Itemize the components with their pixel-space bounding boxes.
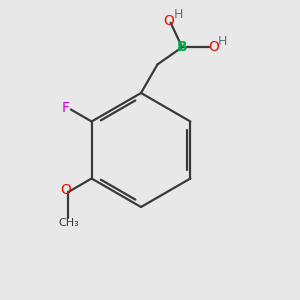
Text: O: O xyxy=(208,40,219,54)
Text: B: B xyxy=(177,40,188,54)
Text: O: O xyxy=(164,14,175,28)
Text: F: F xyxy=(61,101,70,115)
Text: H: H xyxy=(173,8,183,21)
Text: CH₃: CH₃ xyxy=(58,218,79,228)
Text: O: O xyxy=(60,184,71,197)
Text: H: H xyxy=(218,35,228,48)
